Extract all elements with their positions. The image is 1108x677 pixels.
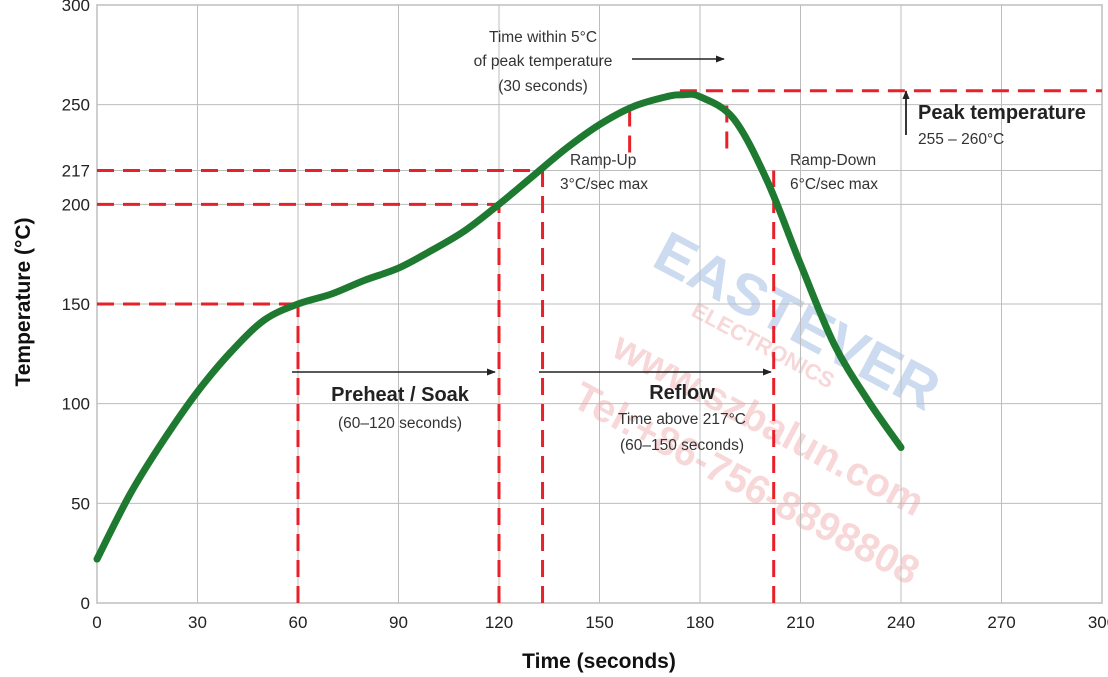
- x-tick-label: 90: [389, 613, 408, 632]
- x-tick-label: 0: [92, 613, 101, 632]
- x-tick-label: 30: [188, 613, 207, 632]
- ramp-up-rate: 3°C/sec max: [560, 176, 648, 193]
- annotation-arrows: [292, 55, 910, 376]
- preheat-range: (60–120 seconds): [338, 415, 462, 432]
- watermark: EASTEVER ELECTRONICS www.szbalun.com Tel…: [566, 219, 951, 594]
- peak-temperature-title: Peak temperature: [918, 102, 1086, 124]
- y-tick-label: 250: [62, 96, 90, 115]
- x-tick-label: 210: [786, 613, 814, 632]
- peak-window-line-2: of peak temperature: [474, 53, 613, 70]
- x-tick-label: 180: [686, 613, 714, 632]
- x-tick-label: 300: [1088, 613, 1108, 632]
- y-tick-label: 150: [62, 295, 90, 314]
- y-tick-label: 100: [62, 395, 90, 414]
- peak-window-line-1: Time within 5°C: [489, 29, 597, 46]
- x-tick-label: 120: [485, 613, 513, 632]
- peak-temperature-range: 255 – 260°C: [918, 131, 1004, 148]
- preheat-title: Preheat / Soak: [331, 384, 470, 406]
- grid: [96, 4, 1103, 604]
- x-tick-label: 270: [987, 613, 1015, 632]
- y-tick-label: 50: [71, 494, 90, 513]
- ramp-down-rate: 6°C/sec max: [790, 176, 878, 193]
- reflow-line-2: (60–150 seconds): [620, 437, 744, 454]
- reflow-title: Reflow: [649, 382, 715, 404]
- ramp-up-label: Ramp-Up: [570, 152, 636, 169]
- x-tick-label: 240: [887, 613, 915, 632]
- temperature-profile-line: [93, 90, 905, 563]
- y-tick-label: 300: [62, 0, 90, 15]
- y-tick-label: 217: [62, 161, 90, 180]
- peak-window-line-3: (30 seconds): [498, 78, 588, 95]
- annotations: Time within 5°C of peak temperature (30 …: [331, 29, 1086, 454]
- y-tick-label: 0: [81, 594, 90, 613]
- reflow-line-1: Time above 217°C: [618, 411, 746, 428]
- y-axis-title: Temperature (°C): [12, 217, 35, 386]
- x-axis-title: Time (seconds): [522, 650, 676, 673]
- x-tick-label: 150: [585, 613, 613, 632]
- x-tick-label: 60: [289, 613, 308, 632]
- tick-labels: 0 30 60 90 120 150 180 210 240 270 300 0 50 100 150 200…: [62, 0, 1108, 632]
- y-tick-label: 200: [62, 195, 90, 214]
- ramp-down-label: Ramp-Down: [790, 152, 876, 169]
- reference-lines: [97, 89, 1102, 603]
